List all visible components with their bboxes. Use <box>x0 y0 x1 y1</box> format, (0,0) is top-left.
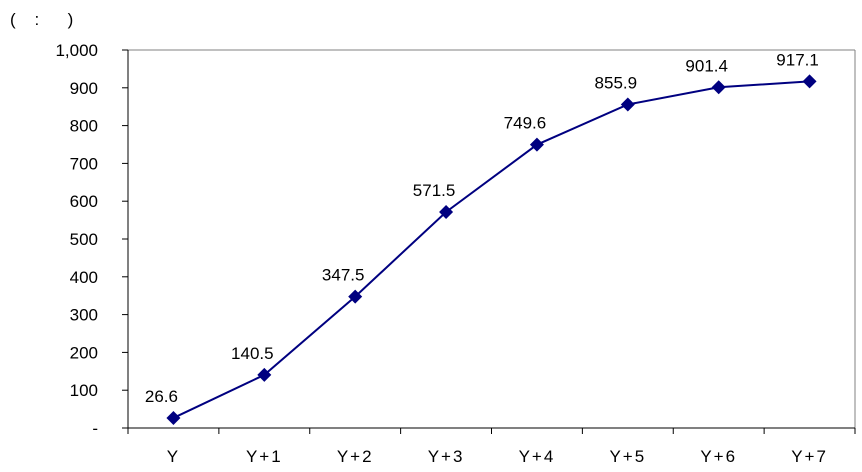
x-tick-label: Y+3 <box>428 447 465 466</box>
series-line <box>173 80 810 419</box>
data-label: 140.5 <box>231 344 274 363</box>
data-point <box>166 410 181 425</box>
y-tick-label: - <box>92 419 98 438</box>
x-tick-label: Y+1 <box>246 447 283 466</box>
y-tick-label: 300 <box>70 306 98 325</box>
data-point <box>348 289 363 304</box>
data-point <box>802 74 817 89</box>
data-point <box>529 137 544 152</box>
y-tick-label: 900 <box>70 79 98 98</box>
x-tick-label: Y+4 <box>519 447 556 466</box>
data-label: 26.6 <box>145 387 178 406</box>
data-point <box>439 204 454 219</box>
y-tick-label: 1,000 <box>55 41 98 60</box>
data-label: 901.4 <box>685 56 728 75</box>
data-label: 571.5 <box>413 181 456 200</box>
data-label: 855.9 <box>595 73 638 92</box>
y-tick-label: 100 <box>70 381 98 400</box>
x-tick-label: Y+5 <box>609 447 646 466</box>
x-tick-label: Y+2 <box>337 447 374 466</box>
x-tick-label: Y <box>167 447 180 466</box>
x-tick-label: Y+7 <box>791 447 828 466</box>
y-tick-label: 600 <box>70 192 98 211</box>
unit-note: ( : ) <box>10 10 74 29</box>
y-tick-label: 200 <box>70 343 98 362</box>
data-point <box>257 367 272 382</box>
x-tick-label: Y+6 <box>700 447 737 466</box>
y-tick-label: 500 <box>70 230 98 249</box>
data-point <box>711 80 726 95</box>
y-tick-label: 700 <box>70 154 98 173</box>
y-tick-label: 800 <box>70 117 98 136</box>
data-label: 347.5 <box>322 266 365 285</box>
y-tick-label: 400 <box>70 268 98 287</box>
data-label: 749.6 <box>504 114 547 133</box>
data-label: 917.1 <box>776 50 819 69</box>
data-point <box>620 97 635 112</box>
